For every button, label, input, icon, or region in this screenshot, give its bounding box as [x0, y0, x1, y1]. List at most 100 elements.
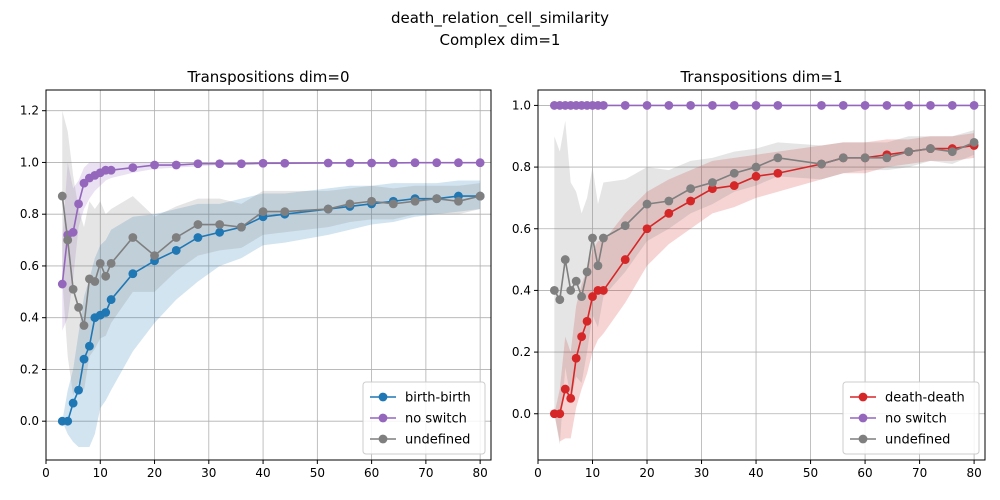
data-point	[664, 208, 674, 218]
data-point	[577, 292, 587, 301]
data-point	[79, 321, 89, 330]
data-point	[904, 101, 914, 110]
x-tick-label: 30	[694, 466, 709, 480]
y-tick-label: 0.0	[20, 414, 39, 428]
x-tick-label: 50	[803, 466, 818, 480]
data-point	[74, 302, 83, 312]
x-tick-label: 10	[585, 466, 600, 480]
data-point	[817, 159, 826, 169]
data-point	[68, 284, 78, 294]
data-point	[258, 207, 268, 217]
data-point	[106, 165, 116, 175]
data-point	[215, 159, 225, 169]
x-tick-label: 50	[310, 466, 325, 480]
data-point	[150, 251, 159, 260]
x-tick-label: 70	[912, 466, 927, 480]
data-point	[642, 101, 652, 110]
data-point	[454, 158, 463, 168]
data-point	[345, 199, 355, 209]
x-tick-label: 10	[93, 466, 108, 480]
x-tick-label: 40	[748, 466, 763, 480]
confidence-band-death-death	[554, 133, 975, 442]
data-point	[171, 233, 181, 242]
data-point	[74, 385, 83, 395]
data-point	[751, 162, 761, 172]
y-tick-label: 1.0	[512, 98, 531, 112]
data-point	[367, 158, 377, 168]
data-point	[454, 196, 463, 206]
y-tick-label: 1.2	[20, 104, 39, 118]
data-point	[686, 184, 696, 194]
data-point	[57, 191, 67, 201]
data-point	[560, 255, 570, 264]
y-tick-label: 0.4	[512, 283, 531, 297]
data-point	[969, 138, 979, 147]
x-tick-label: 80	[473, 466, 488, 480]
data-point	[686, 101, 696, 110]
data-point	[560, 384, 570, 394]
x-tick-label: 20	[639, 466, 654, 480]
data-point	[642, 224, 652, 234]
data-point	[68, 398, 78, 408]
data-point	[367, 196, 377, 206]
data-point	[68, 227, 78, 237]
data-point	[280, 158, 290, 168]
data-point	[838, 101, 848, 110]
legend-label: death-death	[885, 391, 965, 406]
data-point	[171, 246, 181, 255]
plot-area	[57, 110, 485, 448]
data-point	[549, 286, 559, 295]
legend-label: no switch	[405, 412, 467, 427]
y-tick-label: 0.6	[512, 222, 531, 236]
data-point	[236, 159, 246, 169]
data-point	[588, 233, 597, 243]
x-tick-label: 60	[857, 466, 872, 480]
data-point	[729, 168, 739, 178]
data-point	[215, 220, 225, 229]
y-tick-label: 1.0	[20, 155, 39, 169]
y-tick-label: 0.2	[512, 345, 531, 359]
legend: death-death no switch undefined	[842, 381, 980, 455]
data-point	[475, 158, 485, 168]
data-point	[751, 101, 761, 110]
data-point	[63, 235, 73, 245]
legend-marker	[858, 434, 868, 444]
x-tick-label: 80	[966, 466, 981, 480]
data-point	[236, 222, 246, 232]
data-point	[620, 101, 630, 110]
legend-box	[362, 381, 486, 455]
data-point	[599, 286, 608, 295]
confidence-band-no-switch	[62, 162, 481, 331]
data-point	[106, 258, 116, 268]
legend-label: undefined	[405, 433, 470, 448]
data-point	[101, 271, 111, 281]
data-point	[599, 101, 608, 110]
data-point	[388, 158, 398, 168]
legend-marker	[378, 413, 388, 423]
data-point	[708, 184, 717, 194]
data-point	[258, 158, 268, 168]
data-point	[620, 221, 630, 231]
data-point	[323, 204, 333, 214]
x-tick-label: 40	[255, 466, 270, 480]
data-point	[686, 196, 696, 206]
data-point	[475, 191, 485, 201]
x-tick-label: 60	[364, 466, 379, 480]
data-point	[904, 147, 914, 157]
chart-panel-right: 0 10 20 30 40 50 60 70 80 0.0 0.2 0.4 0.6 0.8 1.0 Trans…	[512, 68, 986, 480]
data-point	[193, 159, 203, 169]
data-point	[432, 194, 442, 204]
plot-area	[549, 101, 979, 445]
y-tick-label: 0.2	[20, 362, 39, 376]
figure-suptitle-line2: Complex dim=1	[440, 31, 561, 49]
x-tick-label: 0	[534, 466, 542, 480]
data-point	[593, 261, 603, 271]
data-point	[128, 163, 138, 173]
data-point	[323, 158, 333, 168]
data-point	[90, 277, 100, 286]
data-point	[773, 101, 783, 110]
y-tick-label: 0.6	[20, 259, 39, 273]
x-tick-label: 70	[418, 466, 433, 480]
y-tick-label: 0.8	[20, 207, 39, 221]
data-point	[817, 101, 826, 110]
